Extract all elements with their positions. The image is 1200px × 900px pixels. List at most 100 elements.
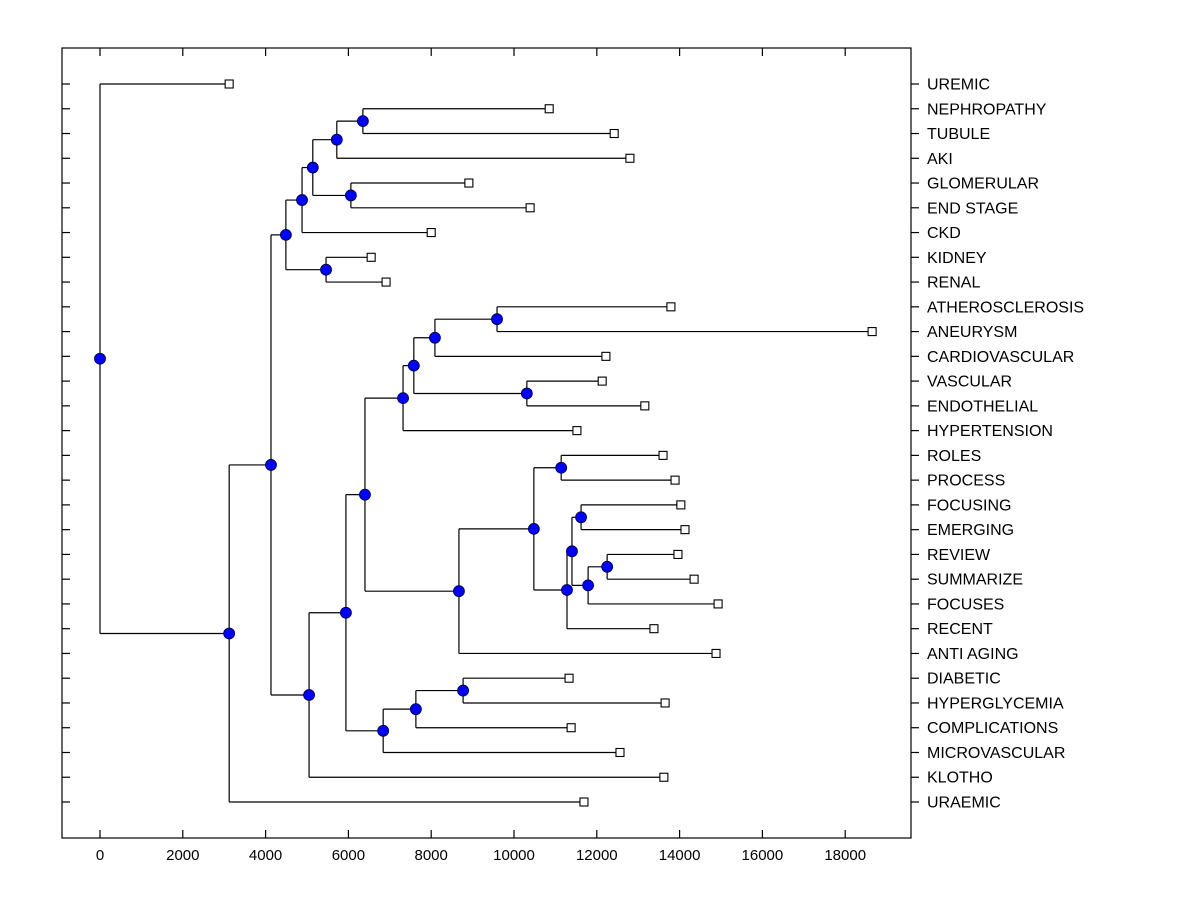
leaf-marker-tubule: [609, 128, 619, 139]
dendrogram-nodes: [94, 115, 614, 737]
leaf-label: PROCESS: [927, 473, 1005, 490]
leaf-label: TUBULE: [927, 126, 990, 143]
cluster-node: [279, 228, 292, 241]
cluster-node: [303, 689, 315, 701]
cluster-node: [344, 189, 357, 202]
leaf-marker-glomerular: [464, 178, 474, 188]
leaf-marker-aki: [625, 153, 635, 163]
leaf-marker-cardiovascular: [601, 351, 611, 361]
leaf-label: KLOTHO: [927, 770, 993, 787]
leaf-marker-end-stage: [525, 203, 535, 213]
x-tick-label: 12000: [576, 847, 618, 864]
leaf-label: HYPERTENSION: [927, 423, 1053, 440]
cluster-node: [94, 352, 106, 365]
leaf-marker-summarize: [689, 574, 699, 584]
leaf-marker-atherosclerosis: [666, 302, 676, 312]
leaf-marker-diabetic: [564, 673, 574, 683]
cluster-node: [306, 161, 319, 174]
cluster-node: [520, 387, 533, 400]
leaf-label: GLOMERULAR: [927, 176, 1039, 193]
x-tick-label: 4000: [249, 847, 282, 864]
dendrogram-edges: [99, 83, 873, 803]
leaf-label: CKD: [927, 225, 961, 242]
cluster-node: [429, 331, 441, 344]
cluster-node: [340, 606, 352, 619]
leaf-label: DIABETIC: [927, 671, 1001, 688]
leaf-marker-process: [670, 475, 680, 485]
leaf-marker-kidney: [366, 252, 376, 262]
leaf-label: FOCUSES: [927, 596, 1004, 613]
cluster-node: [601, 560, 614, 573]
cluster-node: [377, 724, 390, 737]
leaf-label: AKI: [927, 151, 953, 168]
leaf-marker-anti-aging: [711, 648, 721, 658]
leaf-marker-review: [673, 549, 683, 559]
leaf-marker-endothelial: [640, 401, 650, 411]
x-tick-label: 0: [96, 847, 104, 864]
leaf-marker-vascular: [597, 376, 607, 386]
leaf-label: HYPERGLYCEMIA: [927, 695, 1064, 712]
leaf-label: ROLES: [927, 448, 981, 465]
leaf-label: UREMIC: [927, 77, 990, 94]
leaf-label: VASCULAR: [927, 374, 1012, 391]
leaf-label: ENDOTHELIAL: [927, 398, 1038, 415]
leaf-marker-uremic: [224, 79, 234, 89]
leaf-label: RECENT: [927, 621, 993, 638]
cluster-node: [582, 579, 595, 592]
dendrogram-leaves: [224, 79, 877, 807]
cluster-node: [409, 703, 422, 716]
x-tick-label: 18000: [824, 847, 866, 864]
leaf-marker-complications: [566, 723, 576, 733]
cluster-node: [491, 313, 503, 326]
cluster-node: [407, 359, 420, 372]
x-tick-label: 6000: [332, 847, 365, 864]
x-tick-label: 8000: [415, 847, 448, 864]
cluster-node: [527, 522, 540, 535]
leaf-label: COMPLICATIONS: [927, 720, 1058, 737]
leaf-marker-focusing: [676, 500, 686, 510]
x-tick-label: 16000: [742, 847, 784, 864]
leaf-marker-roles: [658, 450, 668, 460]
leaf-label: FOCUSING: [927, 497, 1011, 514]
leaf-marker-ckd: [426, 228, 436, 238]
cluster-node: [223, 627, 236, 640]
x-axis-ticks: [99, 48, 846, 838]
leaf-label: EMERGING: [927, 522, 1014, 539]
leaf-label: SUMMARIZE: [927, 572, 1023, 589]
leaf-marker-klotho: [659, 772, 669, 782]
x-tick-label: 14000: [659, 847, 701, 864]
leaf-marker-aneurysm: [867, 327, 877, 337]
cluster-node: [453, 585, 465, 598]
cluster-node: [359, 488, 371, 501]
leaf-marker-uraemic: [579, 797, 589, 807]
x-tick-label: 10000: [493, 847, 535, 864]
cluster-node: [330, 133, 343, 146]
cluster-node: [457, 684, 469, 697]
cluster-node: [265, 459, 277, 471]
leaf-marker-focuses: [713, 599, 723, 609]
leaf-label: ANEURYSM: [927, 324, 1017, 341]
cluster-node: [555, 461, 568, 474]
leaf-marker-nephropathy: [544, 104, 554, 114]
cluster-node: [575, 511, 587, 524]
leaf-marker-hyperglycemia: [660, 698, 670, 708]
leaf-marker-hypertension: [572, 426, 582, 436]
leaf-label: CARDIOVASCULAR: [927, 349, 1074, 366]
leaf-marker-recent: [649, 624, 659, 634]
leaf-label: MICROVASCULAR: [927, 745, 1065, 762]
cluster-node: [356, 115, 369, 128]
leaf-label: ANTI AGING: [927, 646, 1019, 663]
plot-frame: [61, 47, 912, 839]
leaf-marker-emerging: [680, 525, 690, 535]
cluster-node: [320, 263, 332, 276]
leaf-label: URAEMIC: [927, 795, 1001, 812]
leaf-marker-renal: [381, 277, 391, 287]
leaf-label: NEPHROPATHY: [927, 101, 1047, 118]
cluster-node: [566, 545, 578, 558]
leaf-marker-microvascular: [615, 747, 625, 758]
leaf-label: KIDNEY: [927, 250, 987, 267]
leaf-labels: UREMIC NEPHROPATHY TUBULE AKI GLOMERULAR END …: [927, 77, 1084, 812]
x-tick-label: 2000: [166, 847, 199, 864]
y-axis-ticks: [62, 83, 919, 803]
cluster-node: [296, 194, 308, 206]
